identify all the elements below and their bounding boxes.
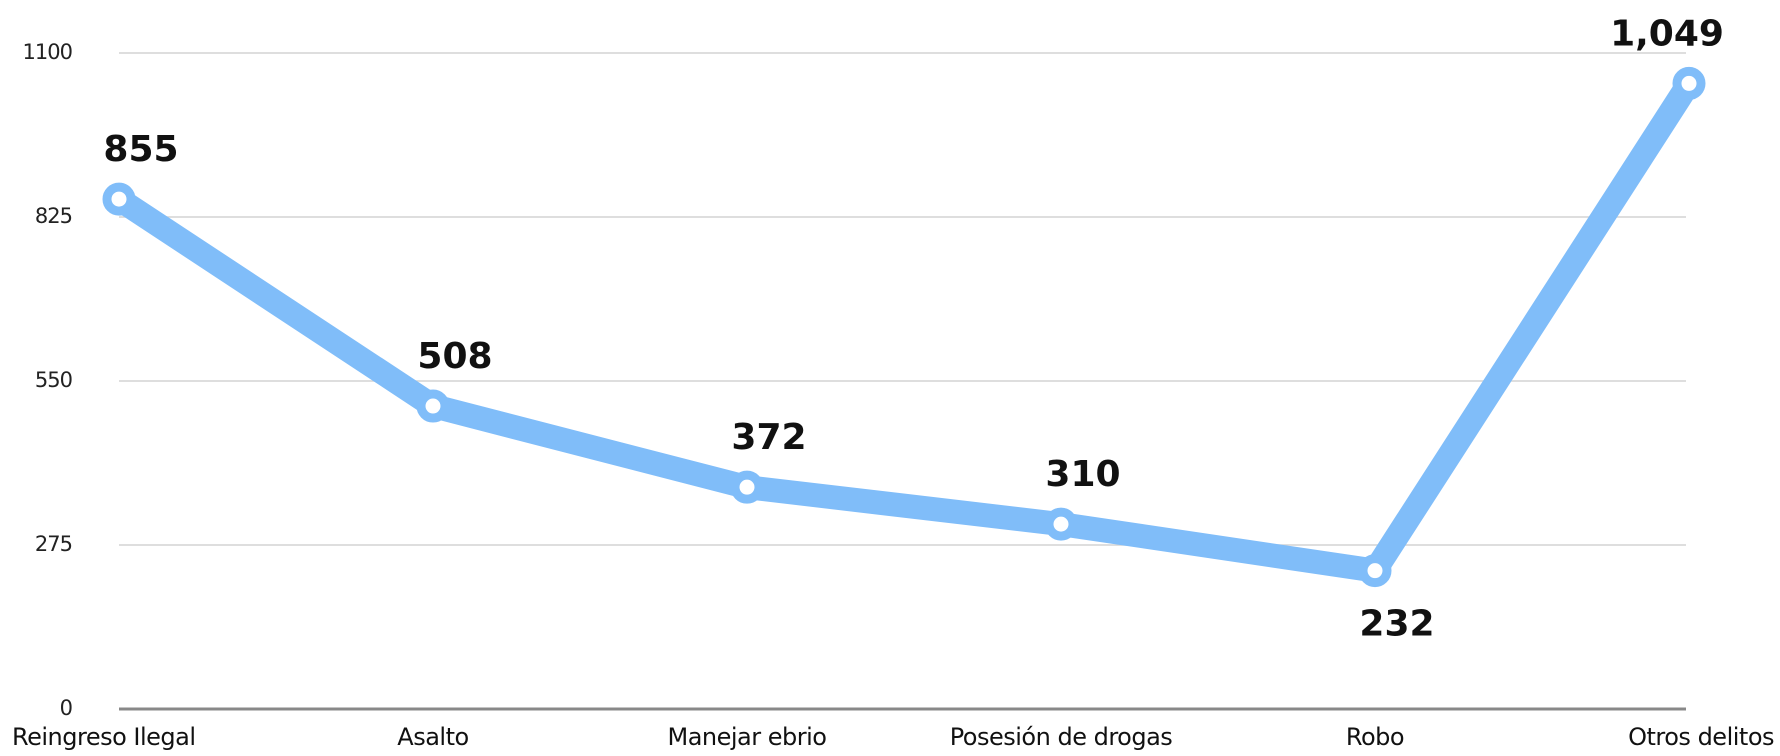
data-label: 372 [731, 417, 806, 458]
data-label: 1,049 [1610, 13, 1724, 54]
y-tick-label: 275 [35, 532, 72, 556]
marker [1358, 554, 1392, 588]
x-tick-label: Otros delitos [1628, 723, 1774, 751]
y-tick-label: 1100 [23, 40, 72, 64]
y-tick-label: 0 [60, 696, 72, 720]
marker [730, 470, 764, 504]
x-tick-label: Reingreso Ilegal [12, 723, 196, 751]
marker [102, 182, 136, 216]
y-tick-label: 550 [35, 368, 72, 392]
data-label: 855 [103, 129, 178, 170]
marker [1044, 507, 1078, 541]
line [107, 71, 1701, 583]
x-tick-label: Robo [1346, 723, 1404, 751]
marker [416, 389, 450, 423]
data-label: 310 [1045, 454, 1120, 495]
x-tick-label: Asalto [397, 723, 468, 751]
data-label: 508 [417, 336, 492, 377]
marker [1672, 66, 1706, 100]
x-tick-label: Manejar ebrio [668, 723, 827, 751]
data-label: 232 [1359, 604, 1434, 645]
y-tick-label: 825 [35, 204, 72, 228]
x-tick-label: Posesión de drogas [950, 723, 1173, 751]
